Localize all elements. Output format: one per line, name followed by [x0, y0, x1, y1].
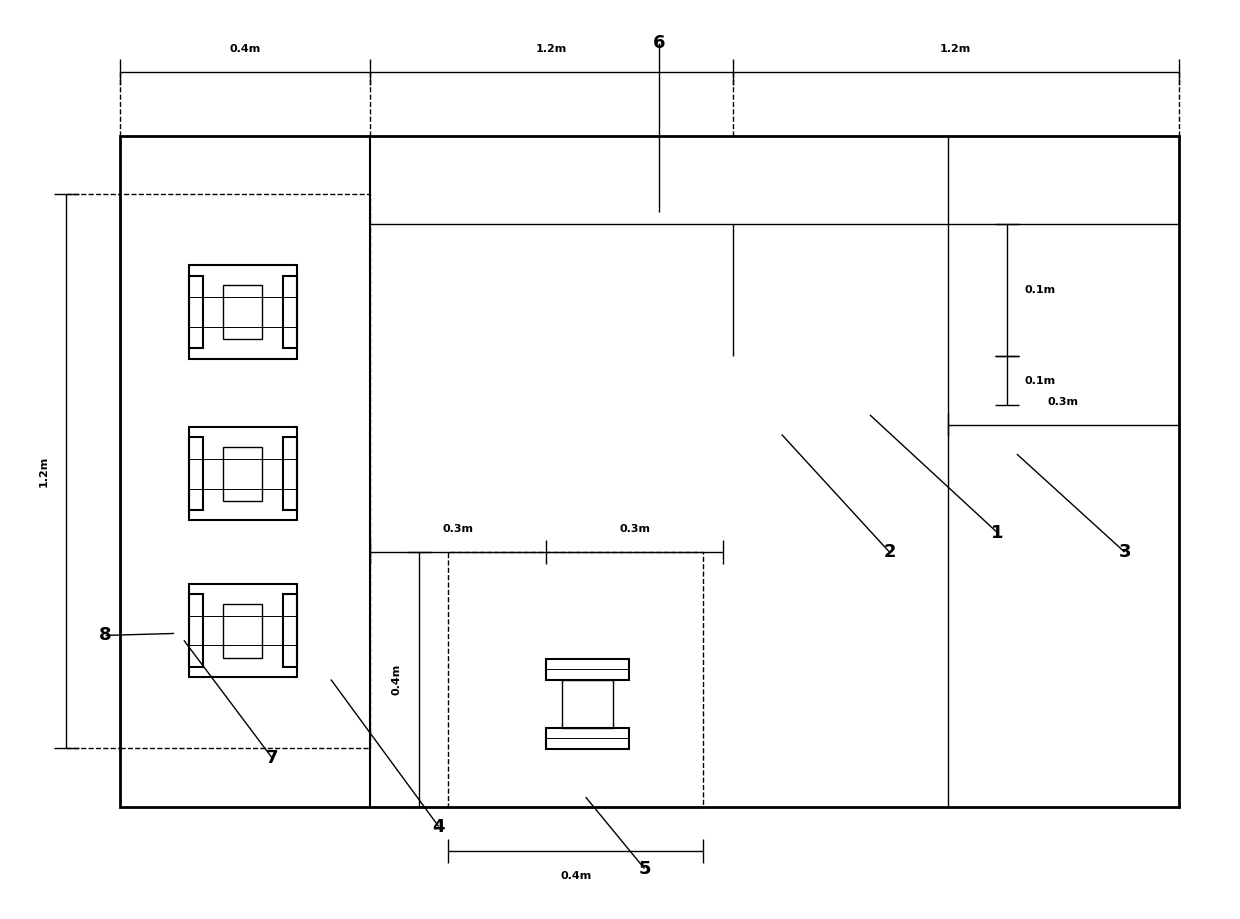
Text: 0.1m: 0.1m — [1024, 376, 1056, 386]
Text: 0.4m: 0.4m — [560, 870, 591, 880]
Bar — [223, 285, 262, 339]
Text: 4: 4 — [433, 818, 445, 835]
Bar — [188, 427, 296, 520]
Bar — [546, 728, 630, 749]
Bar — [562, 680, 614, 728]
Text: 2: 2 — [883, 543, 895, 562]
Bar — [188, 584, 296, 677]
Text: 1.2m: 1.2m — [536, 44, 567, 54]
Bar — [120, 136, 1178, 807]
Bar — [188, 595, 203, 667]
Text: 1: 1 — [991, 524, 1003, 541]
Bar — [120, 195, 370, 748]
Bar — [223, 447, 262, 501]
Text: 0.3m: 0.3m — [619, 525, 650, 535]
Text: 0.1m: 0.1m — [1024, 285, 1056, 295]
Bar — [188, 437, 203, 510]
Text: 0.3m: 0.3m — [1048, 397, 1079, 407]
Text: 0.4m: 0.4m — [392, 664, 402, 695]
Text: 1.2m: 1.2m — [940, 44, 971, 54]
Bar — [223, 604, 262, 657]
Bar — [283, 276, 296, 348]
Bar — [188, 266, 296, 358]
Text: 8: 8 — [99, 627, 112, 644]
Text: 6: 6 — [653, 33, 666, 51]
Bar — [188, 276, 203, 348]
Bar — [546, 659, 630, 680]
Bar — [283, 437, 296, 510]
Text: 1.2m: 1.2m — [38, 456, 48, 487]
Text: 3: 3 — [1118, 543, 1131, 562]
Text: 5: 5 — [639, 859, 651, 878]
Text: 0.3m: 0.3m — [443, 525, 474, 535]
Text: 7: 7 — [265, 749, 278, 767]
Text: 0.4m: 0.4m — [229, 44, 260, 54]
Bar — [283, 595, 296, 667]
Bar — [449, 552, 703, 807]
